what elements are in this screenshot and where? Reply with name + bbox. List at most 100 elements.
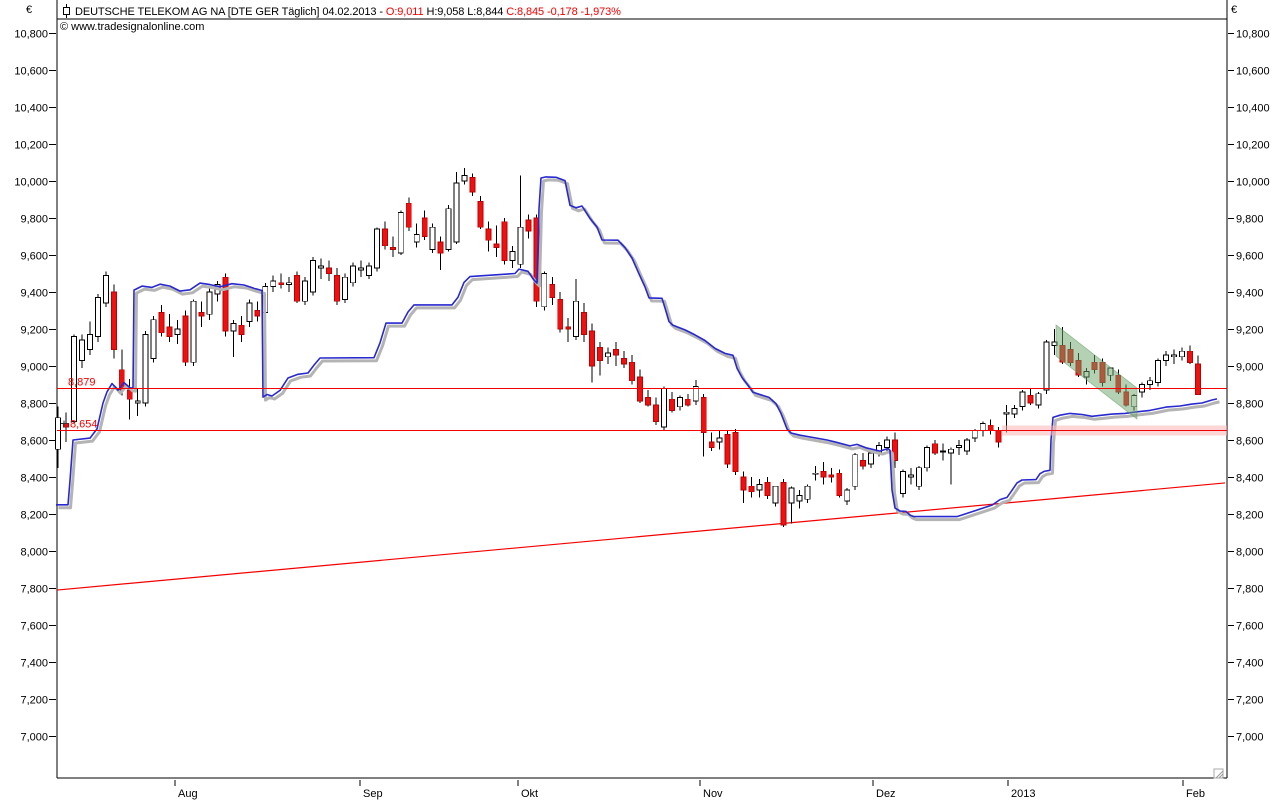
y-axis-label-left: 10,800 — [14, 29, 48, 41]
candle-body-down — [254, 310, 261, 317]
candle — [644, 390, 651, 407]
candle — [270, 275, 277, 292]
title-segment: O:9,011 — [386, 6, 427, 18]
candle-body-up — [206, 291, 213, 315]
candle — [78, 334, 85, 368]
candle — [740, 471, 747, 503]
candle — [326, 260, 332, 281]
candle — [190, 299, 197, 366]
y-axis-label-left: 8,000 — [20, 547, 48, 559]
candle-body-down — [892, 439, 899, 461]
candle — [55, 406, 61, 468]
candle — [509, 245, 516, 268]
candle-body-up — [573, 300, 580, 337]
candle-body-down — [294, 274, 301, 302]
candle — [86, 321, 93, 355]
grip-layer — [1213, 768, 1224, 779]
candle-body-down — [780, 482, 787, 526]
candle-body-down — [987, 424, 994, 432]
candle-body-up — [971, 430, 978, 439]
y-axis-label-right: 10,200 — [1236, 140, 1270, 152]
candle — [923, 445, 930, 472]
y-axis-label-right: 10,000 — [1236, 177, 1270, 189]
trend-channel[interactable] — [1055, 324, 1138, 420]
candle — [158, 304, 165, 337]
candle-body-up — [541, 273, 548, 308]
candle — [214, 280, 221, 302]
candle — [413, 223, 420, 248]
candle — [684, 393, 691, 407]
candle-body-down — [493, 243, 500, 249]
x-axis-label: 2013 — [1011, 788, 1035, 800]
candle-body-down — [860, 459, 867, 467]
candle — [541, 271, 548, 311]
y-axis-label-left: 7,600 — [20, 621, 48, 633]
x-axis-label: Aug — [178, 788, 198, 800]
candle — [63, 412, 69, 442]
candle — [732, 428, 739, 476]
title-segment: H:9,058 L:8,844 — [426, 6, 506, 18]
y-axis-label-right: 10,600 — [1236, 66, 1270, 78]
y-axis-label-left: 8,600 — [20, 436, 48, 448]
candle-body-down — [629, 361, 635, 382]
candle — [342, 273, 348, 304]
candle — [597, 341, 604, 376]
candle — [652, 397, 659, 426]
trendline[interactable] — [56, 482, 1226, 591]
candle — [804, 484, 811, 503]
candle — [668, 391, 675, 413]
candle — [493, 225, 500, 257]
candle-body-up — [796, 495, 803, 502]
candle — [365, 262, 372, 280]
y-axis-label-left: 9,200 — [20, 325, 48, 337]
candle — [405, 197, 412, 231]
candle — [900, 469, 906, 498]
resize-grip-icon[interactable] — [1213, 768, 1224, 779]
candle — [286, 277, 293, 292]
candle — [318, 258, 325, 280]
candle — [549, 277, 556, 305]
y-axis-label-left: 10,400 — [14, 103, 48, 115]
candle-body-up — [1019, 391, 1026, 408]
candle-body-down — [110, 291, 117, 350]
header-layer: € € © www.tradesignalonline.com DEUTSCHE… — [26, 4, 1237, 33]
candle-body-up — [509, 250, 516, 262]
candle — [565, 317, 572, 342]
candle — [1019, 390, 1026, 411]
candle — [310, 256, 317, 296]
candle-body-up — [270, 280, 277, 287]
candle — [150, 316, 157, 363]
candle-body-up — [979, 422, 986, 432]
candle-body-up — [947, 448, 954, 454]
candle-body-up — [413, 234, 420, 243]
candle-body-down — [828, 474, 835, 478]
candle-body-down — [549, 284, 556, 299]
candle — [350, 262, 356, 287]
candle — [772, 485, 779, 507]
candle-body-up — [102, 274, 109, 304]
candle — [397, 210, 404, 255]
candle — [469, 173, 476, 196]
x-axis-label: Nov — [703, 788, 723, 800]
y-axis-label-right: 10,800 — [1236, 29, 1270, 41]
candle — [182, 310, 189, 366]
candle-body-up — [900, 471, 906, 495]
candle-body-up — [772, 485, 779, 504]
candle-body-up — [365, 265, 372, 276]
candles-layer — [55, 168, 1201, 527]
candle-body-down — [740, 476, 747, 491]
candle-body-down — [334, 274, 340, 302]
candle-body-up — [1003, 411, 1010, 415]
candle — [357, 260, 364, 278]
candle-body-up — [134, 400, 141, 404]
candle — [206, 288, 213, 320]
candle — [916, 465, 922, 490]
candle-body-up — [397, 211, 404, 254]
candle-body-down — [389, 247, 396, 250]
candlestick-icon — [63, 4, 70, 18]
candle — [389, 236, 396, 257]
candle-body-up — [342, 276, 348, 300]
y-axis-label-right: 10,400 — [1236, 103, 1270, 115]
candle — [700, 393, 707, 457]
